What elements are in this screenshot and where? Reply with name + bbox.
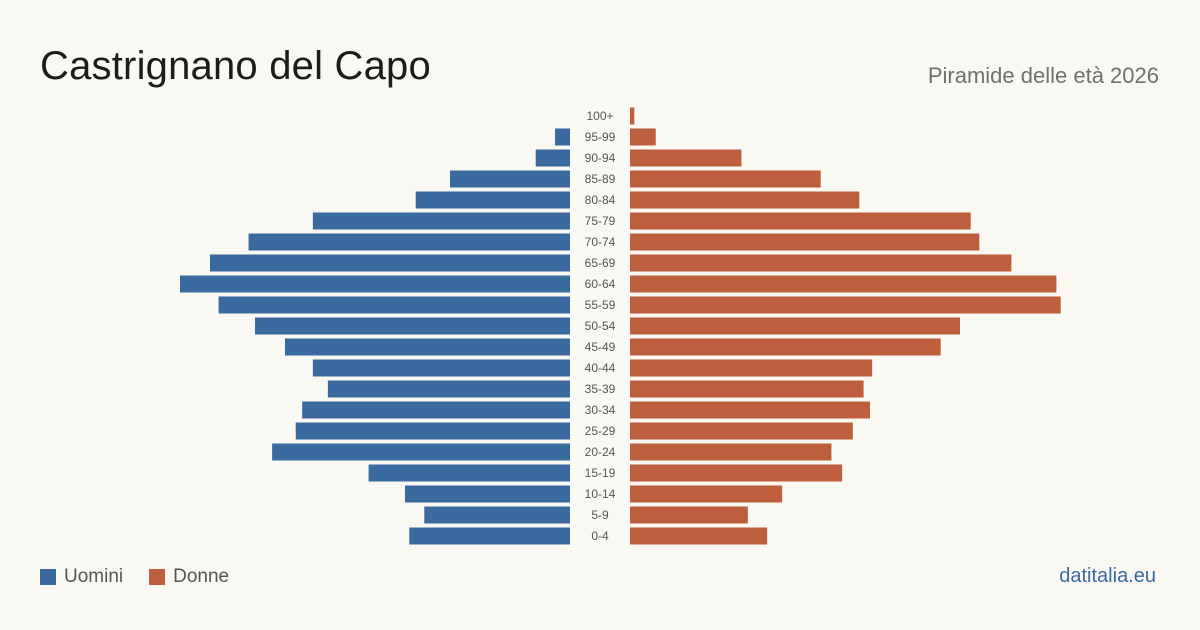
bar-men-90-94: [535, 149, 570, 167]
age-label-25-29: 25-29: [585, 424, 616, 438]
age-label-65-69: 65-69: [585, 256, 616, 270]
age-label-15-19: 15-19: [585, 466, 616, 480]
bar-men-65-69: [210, 254, 570, 272]
bar-women-45-49: [630, 338, 941, 356]
age-label-60-64: 60-64: [585, 277, 616, 291]
page-title: Castrignano del Capo: [40, 44, 431, 88]
bar-women-60-64: [630, 275, 1057, 293]
bar-men-45-49: [285, 338, 570, 356]
bar-women-90-94: [630, 149, 742, 167]
bar-men-50-54: [255, 317, 570, 335]
bar-men-25-29: [295, 422, 570, 440]
bar-women-65-69: [630, 254, 1012, 272]
bar-women-80-84: [630, 191, 860, 209]
bar-women-20-24: [630, 443, 832, 461]
brand-link[interactable]: datitalia.eu: [1059, 565, 1156, 587]
age-label-5-9: 5-9: [591, 508, 609, 522]
bar-men-30-34: [302, 401, 570, 419]
bar-men-95-99: [555, 128, 570, 146]
bar-women-85-89: [630, 170, 821, 188]
age-label-70-74: 70-74: [585, 235, 616, 249]
age-label-75-79: 75-79: [585, 214, 616, 228]
legend-swatch-women: [149, 569, 166, 585]
age-label-80-84: 80-84: [585, 193, 616, 207]
bar-men-40-44: [312, 359, 570, 377]
bar-women-30-34: [630, 401, 870, 419]
legend-item-women: Donne: [149, 566, 229, 588]
age-label-95-99: 95-99: [585, 130, 616, 144]
bar-men-70-74: [248, 233, 571, 251]
age-label-90-94: 90-94: [585, 151, 616, 165]
chart-subtitle: Piramide delle età 2026: [927, 63, 1159, 88]
age-label-20-24: 20-24: [585, 445, 616, 459]
legend-label-women: Donne: [173, 566, 230, 587]
bar-women-15-19: [630, 464, 843, 482]
bar-men-75-79: [312, 212, 570, 230]
bar-men-55-59: [218, 296, 571, 314]
age-label-40-44: 40-44: [585, 361, 616, 375]
bar-men-5-9: [424, 506, 570, 524]
legend-label-men: Uomini: [64, 566, 124, 587]
age-label-35-39: 35-39: [585, 382, 616, 396]
age-label-100+: 100+: [586, 109, 613, 123]
age-label-10-14: 10-14: [585, 487, 616, 501]
bar-men-0-4: [409, 527, 570, 545]
bar-women-70-74: [630, 233, 980, 251]
bar-women-55-59: [630, 296, 1061, 314]
bar-women-100+: [630, 107, 635, 125]
bar-women-95-99: [630, 128, 656, 146]
bar-women-50-54: [630, 317, 960, 335]
bar-women-0-4: [630, 527, 768, 545]
bar-men-20-24: [272, 443, 570, 461]
age-label-50-54: 50-54: [585, 319, 616, 333]
bar-women-35-39: [630, 380, 864, 398]
bar-women-40-44: [630, 359, 873, 377]
bar-men-10-14: [405, 485, 570, 503]
bar-women-10-14: [630, 485, 783, 503]
age-label-30-34: 30-34: [585, 403, 616, 417]
chart-legend: Uomini Donne: [40, 566, 255, 588]
age-label-55-59: 55-59: [585, 298, 616, 312]
bar-men-85-89: [450, 170, 570, 188]
bar-men-15-19: [368, 464, 570, 482]
legend-swatch-men: [40, 569, 56, 585]
age-label-85-89: 85-89: [585, 172, 616, 186]
bar-women-5-9: [630, 506, 748, 524]
bar-women-75-79: [630, 212, 971, 230]
bar-men-80-84: [415, 191, 570, 209]
population-pyramid-chart: 100+ 95-99 90-94 85-89 80-84 75-79 70-74 65-69 6…: [180, 107, 1061, 545]
age-label-45-49: 45-49: [585, 340, 616, 354]
age-label-0-4: 0-4: [591, 529, 609, 543]
legend-item-men: Uomini: [40, 566, 123, 588]
bar-men-60-64: [180, 275, 570, 293]
bar-men-35-39: [327, 380, 570, 398]
bar-women-25-29: [630, 422, 853, 440]
